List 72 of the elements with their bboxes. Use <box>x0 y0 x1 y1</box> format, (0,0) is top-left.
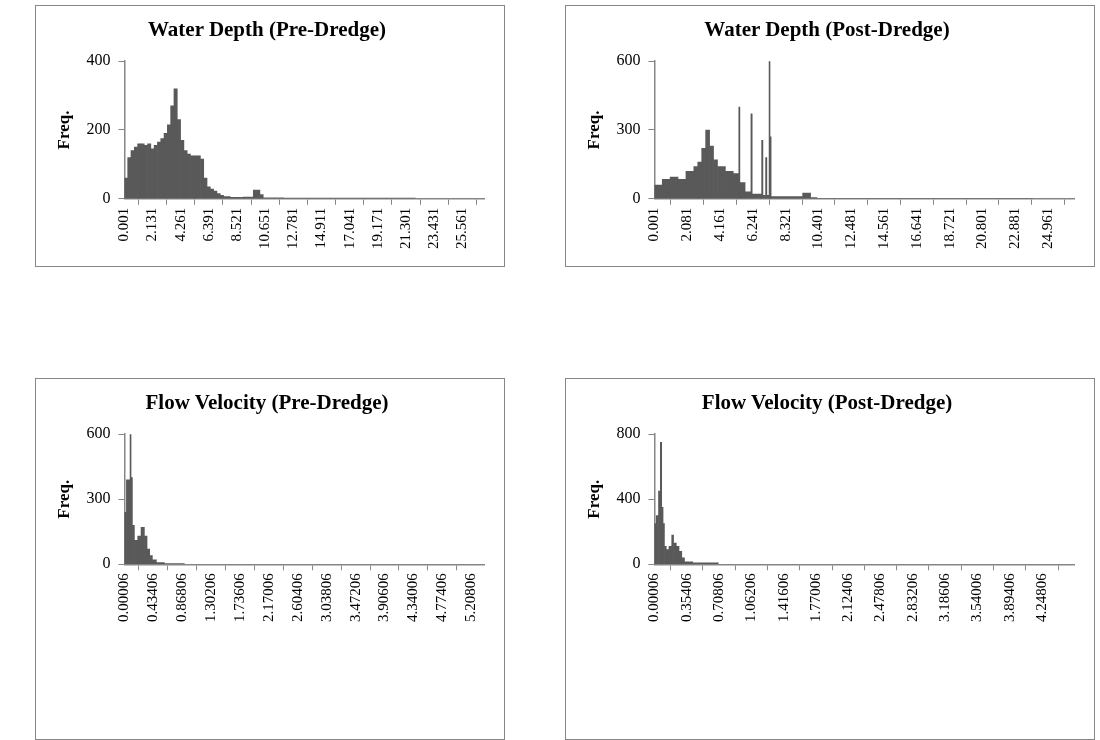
x-tick-label: 2.12406 <box>839 572 856 622</box>
x-tick-label: 12.481 <box>842 207 859 249</box>
x-tick-label: 10.651 <box>256 207 273 249</box>
x-tick-label: 23.431 <box>425 207 442 249</box>
x-tick-label: 10.401 <box>809 207 826 249</box>
x-tick-label: 0.86806 <box>173 572 190 622</box>
x-tick-label: 3.54006 <box>968 572 985 622</box>
x-tick-label: 2.17006 <box>259 572 276 622</box>
chart-title: Water Depth (Pre-Dredge) <box>148 17 386 42</box>
y-axis-title: Freq. <box>583 110 603 150</box>
x-tick-label: 4.77406 <box>433 572 450 622</box>
x-tick-label: 1.73606 <box>230 572 247 622</box>
x-tick-label: 3.18606 <box>935 572 952 622</box>
chart-title: Flow Velocity (Post-Dredge) <box>701 390 953 415</box>
x-tick-label: 22.881 <box>1006 207 1023 249</box>
x-tick-label: 2.131 <box>143 207 160 242</box>
chart-title: Water Depth (Post-Dredge) <box>704 17 950 42</box>
x-tick-label: 0.35406 <box>677 572 694 622</box>
y-axis-title: Freq. <box>583 479 603 519</box>
x-tick-label: 0.001 <box>115 207 132 242</box>
x-tick-label: 24.961 <box>1039 207 1056 249</box>
x-tick-label: 20.801 <box>973 207 990 249</box>
x-tick-label: 3.03806 <box>317 572 334 622</box>
x-tick-label: 21.301 <box>396 207 413 249</box>
y-axis-title: Freq. <box>53 479 73 519</box>
x-tick-label: 16.641 <box>907 207 924 249</box>
x-tick-label: 1.06206 <box>742 572 759 622</box>
y-axis-title: Freq. <box>53 110 73 150</box>
x-tick-label: 4.24806 <box>1032 572 1049 622</box>
x-tick-label: 17.041 <box>340 207 357 249</box>
y-tick-label: 0 <box>632 188 641 206</box>
x-tick-label: 0.001 <box>645 207 662 242</box>
x-tick-label: 3.47206 <box>346 572 363 622</box>
y-tick-label: 0 <box>632 554 641 572</box>
x-tick-label: 1.30206 <box>202 572 219 622</box>
x-tick-label: 1.77006 <box>806 572 823 622</box>
y-tick-label: 0 <box>102 554 111 572</box>
x-tick-label: 3.89406 <box>1000 572 1017 622</box>
x-tick-label: 2.081 <box>678 207 695 242</box>
x-tick-label: 1.41606 <box>774 572 791 622</box>
x-tick-label: 8.321 <box>776 207 793 242</box>
y-tick-label: 800 <box>616 424 641 442</box>
x-tick-label: 0.43406 <box>144 572 161 622</box>
x-tick-label: 25.561 <box>453 207 470 249</box>
y-tick-label: 300 <box>616 120 641 138</box>
chart-title: Flow Velocity (Pre-Dredge) <box>145 390 389 415</box>
x-tick-label: 14.561 <box>875 207 892 249</box>
y-tick-label: 200 <box>86 120 111 138</box>
x-tick-label: 0.00006 <box>645 572 662 622</box>
x-tick-label: 8.521 <box>227 207 244 242</box>
x-tick-label: 4.34006 <box>404 572 421 622</box>
y-tick-label: 300 <box>86 489 111 507</box>
y-tick-label: 600 <box>86 424 111 442</box>
x-tick-label: 2.47806 <box>871 572 888 622</box>
x-tick-label: 2.83206 <box>903 572 920 622</box>
x-tick-label: 14.911 <box>312 207 329 249</box>
y-tick-label: 400 <box>86 51 111 69</box>
x-tick-label: 2.60406 <box>288 572 305 622</box>
y-tick-label: 0 <box>102 188 111 206</box>
x-tick-label: 0.70806 <box>709 572 726 622</box>
x-tick-label: 18.721 <box>940 207 957 249</box>
x-tick-label: 0.00006 <box>115 572 132 622</box>
x-tick-label: 5.20806 <box>462 572 479 622</box>
x-tick-label: 19.171 <box>368 207 385 249</box>
y-tick-label: 600 <box>616 51 641 69</box>
x-tick-label: 12.781 <box>284 207 301 249</box>
x-tick-label: 4.161 <box>710 207 727 242</box>
x-tick-label: 4.261 <box>171 207 188 242</box>
y-tick-label: 400 <box>616 489 641 507</box>
x-tick-label: 6.391 <box>199 207 216 242</box>
x-tick-label: 6.241 <box>743 207 760 242</box>
x-tick-label: 3.90606 <box>375 572 392 622</box>
